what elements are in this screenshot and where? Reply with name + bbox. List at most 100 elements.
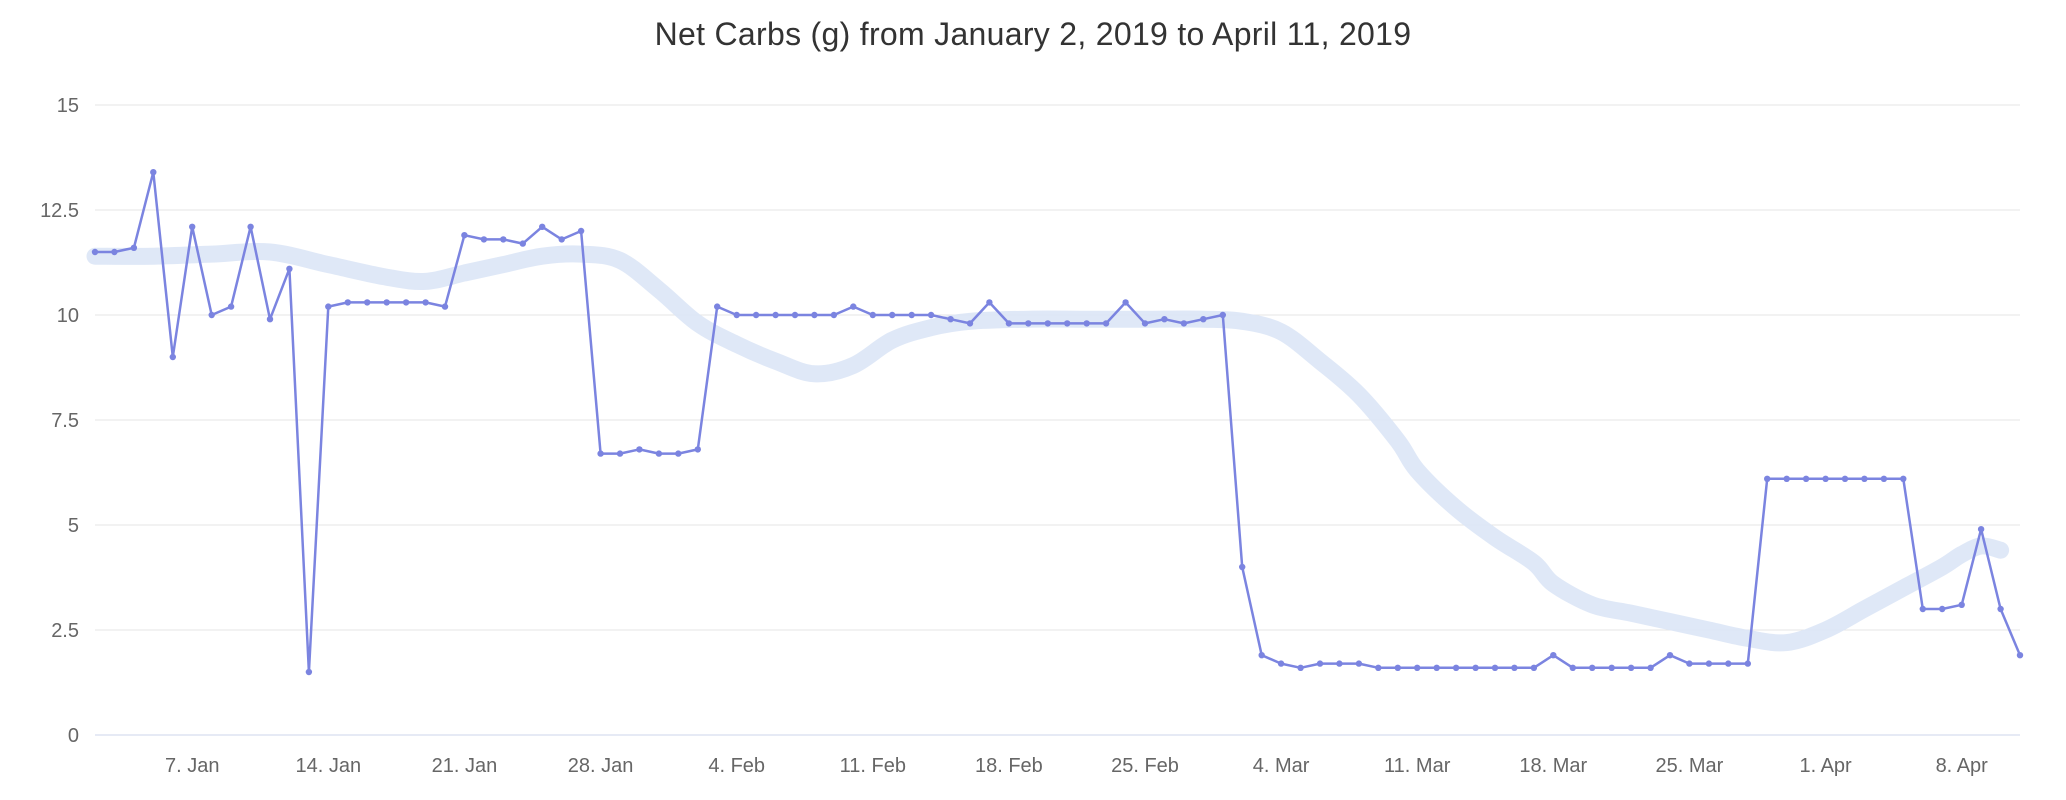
data-point-marker[interactable] (441, 303, 449, 310)
data-point-marker[interactable] (986, 299, 993, 306)
data-point-marker[interactable] (1239, 563, 1246, 571)
data-point-marker[interactable] (1102, 320, 1110, 327)
data-point-marker[interactable] (1277, 660, 1285, 667)
data-point-marker[interactable] (150, 169, 157, 176)
data-point-marker[interactable] (364, 299, 371, 306)
data-point-marker[interactable] (889, 311, 896, 319)
data-point-marker[interactable] (539, 223, 546, 230)
data-point-marker[interactable] (966, 320, 974, 327)
data-point-marker[interactable] (1258, 652, 1265, 659)
data-point-marker[interactable] (111, 248, 118, 256)
data-point-marker[interactable] (1064, 320, 1071, 327)
data-point-marker[interactable] (344, 299, 351, 306)
data-point-marker[interactable] (655, 450, 663, 457)
data-point-marker[interactable] (1608, 664, 1615, 671)
data-point-marker[interactable] (558, 236, 565, 243)
data-point-marker[interactable] (1725, 660, 1732, 667)
data-point-marker[interactable] (1336, 660, 1343, 667)
data-point-marker[interactable] (733, 311, 740, 319)
data-point-marker[interactable] (1122, 299, 1129, 306)
data-point-marker[interactable] (927, 311, 935, 319)
data-point-marker[interactable] (325, 303, 332, 310)
data-point-marker[interactable] (1861, 475, 1868, 482)
data-point-marker[interactable] (597, 450, 604, 457)
data-point-marker[interactable] (714, 303, 721, 310)
data-point-marker[interactable] (1589, 664, 1596, 671)
data-point-marker[interactable] (1200, 316, 1207, 323)
data-point-marker[interactable] (577, 227, 585, 235)
data-point-marker[interactable] (1841, 475, 1849, 482)
data-point-marker[interactable] (130, 244, 138, 251)
data-point-marker[interactable] (480, 236, 488, 243)
data-point-marker[interactable] (266, 316, 274, 323)
data-point-marker[interactable] (1900, 475, 1907, 482)
data-point-marker[interactable] (752, 311, 760, 319)
data-point-marker[interactable] (811, 311, 818, 319)
data-point-marker[interactable] (1530, 664, 1538, 671)
data-point-marker[interactable] (869, 311, 876, 319)
data-point-marker[interactable] (1375, 664, 1382, 671)
data-point-marker[interactable] (1394, 664, 1402, 671)
data-point-marker[interactable] (1180, 320, 1188, 327)
data-point-marker[interactable] (422, 299, 429, 306)
data-point-marker[interactable] (616, 450, 624, 457)
data-point-marker[interactable] (519, 240, 526, 247)
data-point-marker[interactable] (1997, 605, 2004, 613)
data-point-marker[interactable] (1005, 320, 1013, 327)
data-point-marker[interactable] (636, 446, 643, 453)
data-point-marker[interactable] (1919, 605, 1927, 613)
data-point-marker[interactable] (1802, 475, 1810, 482)
data-point-marker[interactable] (1705, 660, 1713, 667)
data-point-marker[interactable] (1569, 664, 1577, 671)
data-point-marker[interactable] (1958, 601, 1965, 608)
data-point-marker[interactable] (1452, 664, 1460, 671)
data-point-marker[interactable] (461, 232, 468, 239)
data-point-marker[interactable] (227, 303, 235, 310)
data-point-marker[interactable] (1219, 311, 1227, 319)
data-point-marker[interactable] (208, 311, 215, 319)
data-point-marker[interactable] (1511, 664, 1518, 671)
data-point-marker[interactable] (1472, 664, 1479, 671)
data-point-marker[interactable] (1627, 664, 1635, 671)
data-point-marker[interactable] (1297, 664, 1304, 671)
data-point-marker[interactable] (2016, 652, 2024, 659)
data-point-marker[interactable] (305, 668, 313, 676)
data-point-marker[interactable] (908, 311, 915, 319)
data-point-marker[interactable] (189, 223, 196, 230)
data-point-marker[interactable] (1316, 660, 1324, 667)
data-point-marker[interactable] (1880, 475, 1888, 482)
data-point-marker[interactable] (947, 316, 954, 323)
data-point-marker[interactable] (1025, 320, 1032, 327)
data-point-marker[interactable] (1355, 660, 1363, 667)
data-point-marker[interactable] (1550, 652, 1557, 659)
data-point-marker[interactable] (91, 248, 99, 256)
data-point-marker[interactable] (1822, 475, 1829, 482)
data-point-marker[interactable] (1141, 320, 1149, 327)
data-point-marker[interactable] (500, 236, 507, 243)
data-point-marker[interactable] (1491, 664, 1499, 671)
data-point-marker[interactable] (1744, 660, 1752, 667)
data-point-marker[interactable] (286, 265, 293, 272)
data-point-marker[interactable] (383, 299, 390, 306)
data-point-marker[interactable] (1414, 664, 1421, 671)
data-point-marker[interactable] (402, 299, 410, 306)
data-point-marker[interactable] (1764, 475, 1771, 482)
data-point-marker[interactable] (1161, 316, 1168, 323)
data-point-marker[interactable] (1783, 475, 1790, 482)
data-point-marker[interactable] (169, 353, 176, 361)
data-point-marker[interactable] (694, 446, 701, 453)
data-point-marker[interactable] (830, 311, 838, 319)
data-point-marker[interactable] (772, 311, 779, 319)
net-carbs-series[interactable] (91, 169, 2024, 676)
data-point-marker[interactable] (247, 223, 254, 230)
data-point-marker[interactable] (1939, 605, 1946, 613)
data-point-marker[interactable] (675, 450, 682, 457)
data-point-marker[interactable] (1686, 660, 1693, 667)
data-point-marker[interactable] (1433, 664, 1440, 671)
data-point-marker[interactable] (1083, 320, 1090, 327)
data-point-marker[interactable] (791, 311, 799, 319)
data-point-marker[interactable] (1666, 652, 1674, 659)
data-point-marker[interactable] (850, 303, 857, 310)
data-point-marker[interactable] (1977, 526, 1985, 533)
